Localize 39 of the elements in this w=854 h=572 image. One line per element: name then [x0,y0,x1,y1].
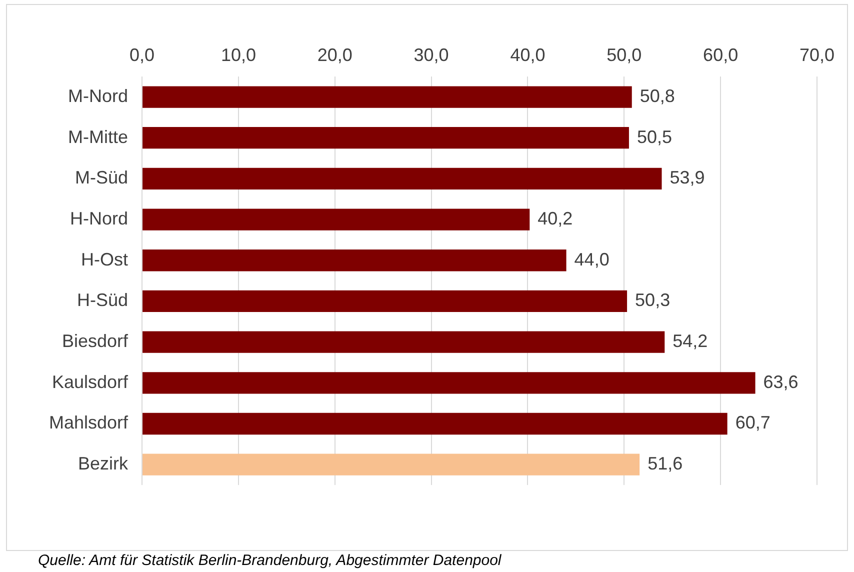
data-label: 54,2 [672,331,708,352]
x-tick-label: 40,0 [510,44,546,65]
data-label: 44,0 [574,249,610,270]
bar [142,290,628,312]
y-tick-label: Kaulsdorf [52,372,130,392]
data-label: 60,7 [735,412,770,433]
x-tick-label: 0,0 [130,44,155,65]
x-tick-label: 20,0 [317,44,352,65]
y-tick-label: Biesdorf [62,331,130,352]
bar [142,454,640,476]
data-label: 50,8 [640,86,675,106]
y-tick-label: M-Nord [68,86,128,106]
y-tick-label: H-Nord [70,208,128,229]
data-label: 63,6 [763,372,798,392]
y-tick-label: H-Ost [81,249,128,270]
x-tick-label: 10,0 [220,44,256,65]
data-label: 51,6 [648,454,683,474]
bar [142,250,566,272]
x-tick-label: 50,0 [606,44,642,65]
bar [142,208,530,230]
bar [142,86,632,108]
data-label: 50,5 [636,126,672,147]
data-label: 40,2 [538,208,573,229]
source-note: Quelle: Amt für Statistik Berlin-Brandenburg, Abgestimmter Datenpool [38,552,502,569]
y-tick-label: H-Süd [77,290,128,310]
x-tick-label: 60,0 [703,44,738,65]
y-tick-label: M-Süd [75,168,128,188]
bar [142,372,756,394]
bar [142,168,662,190]
y-tick-label: M-Mitte [68,126,128,147]
data-label: 50,3 [635,290,670,310]
data-label: 53,9 [670,168,705,188]
x-tick-label: 30,0 [414,44,449,65]
x-tick-label: 70,0 [799,44,835,65]
bar [142,331,665,353]
y-tick-label: Bezirk [78,454,130,474]
bar [142,412,728,435]
y-tick-label: Mahlsdorf [49,412,130,433]
bar [142,127,629,149]
